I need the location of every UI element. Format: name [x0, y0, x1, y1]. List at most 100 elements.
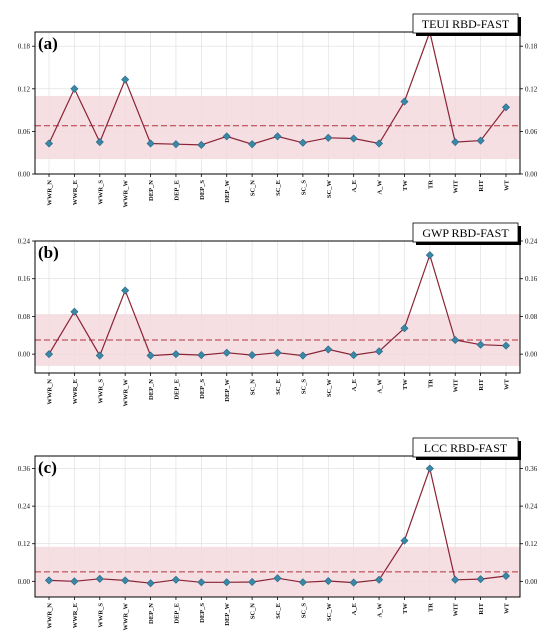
x-tick-label: DEP_W	[224, 180, 231, 203]
y-tick-label-left: 0.12	[18, 540, 31, 548]
data-point	[349, 134, 358, 143]
title-box	[412, 13, 519, 34]
x-tick-label: SC_E	[275, 379, 282, 395]
data-point	[121, 576, 130, 585]
y-tick-label-left: 0.06	[18, 128, 31, 136]
data-point	[248, 140, 257, 149]
y-tick-label-right: 0.00	[525, 171, 538, 179]
x-tick-label: SC_S	[300, 180, 307, 196]
y-tick-label-left: 0.24	[18, 238, 31, 246]
x-tick-label: DEP_E	[173, 180, 180, 201]
data-point	[70, 84, 79, 93]
chart-title: TEUI RBD-FAST	[422, 17, 510, 31]
y-tick-label-right: 0.08	[525, 313, 538, 321]
confidence-band	[35, 314, 520, 366]
chart-title: GWP RBD-FAST	[422, 226, 509, 240]
x-tick-label: WWR_N	[47, 603, 54, 629]
chart-title: LCC RBD-FAST	[424, 441, 508, 455]
data-point	[248, 351, 257, 360]
chart-panel-1: 0.00 0.00 0.06 0.06 0.12 0.12 0.18 0.18 WWR_N WWR…	[18, 13, 538, 207]
data-point	[375, 347, 384, 356]
x-tick-label: RIT	[478, 378, 485, 390]
panel-label: (b)	[38, 243, 59, 262]
y-tick-label-left: 0.18	[18, 43, 31, 51]
data-point	[375, 139, 384, 148]
data-point	[298, 351, 307, 360]
data-point	[171, 575, 180, 584]
data-point	[476, 340, 485, 349]
x-tick-label: SC_S	[300, 603, 307, 619]
y-tick-label-left: 0.36	[18, 465, 31, 473]
x-tick-label: RIT	[478, 179, 485, 191]
x-tick-label: WWR_N	[47, 180, 54, 206]
data-point	[349, 578, 358, 587]
data-point	[324, 576, 333, 586]
x-tick-label: SC_W	[326, 379, 333, 398]
data-point	[171, 350, 180, 359]
data-point	[44, 350, 54, 359]
data-point	[298, 138, 307, 147]
x-tick-label: TW	[402, 180, 409, 191]
data-point	[197, 140, 206, 149]
x-tick-label: A_W	[377, 180, 384, 195]
y-tick-label-right: 0.00	[525, 578, 538, 586]
data-point	[146, 351, 155, 360]
x-tick-label: SC_E	[275, 180, 282, 196]
x-tick-label: TW	[402, 603, 409, 614]
data-point	[273, 348, 282, 357]
data-point	[222, 348, 231, 357]
data-point	[95, 574, 104, 583]
y-tick-label-left: 0.00	[18, 351, 31, 359]
x-tick-label: WT	[504, 378, 511, 390]
x-tick-label: DEP_N	[148, 603, 155, 624]
x-tick-label: WWR_S	[97, 603, 104, 628]
data-point	[400, 536, 409, 545]
x-tick-label: DEP_S	[199, 379, 206, 399]
data-point	[273, 574, 282, 583]
x-tick-label: SC_N	[250, 379, 257, 396]
x-tick-label: DEP_E	[173, 603, 180, 624]
data-point	[44, 139, 54, 148]
chart-panel-2: 0.00 0.00 0.08 0.08 0.16 0.16 0.24 0.24 WWR_N WWR…	[18, 222, 538, 407]
data-point	[400, 97, 409, 106]
y-tick-label-right: 0.16	[525, 275, 538, 283]
x-tick-label: SC_N	[250, 603, 257, 620]
x-tick-label: DEP_S	[199, 180, 206, 200]
x-tick-label: DEP_N	[148, 180, 155, 201]
data-point	[146, 579, 155, 588]
data-point	[222, 132, 231, 141]
y-tick-label-right: 0.24	[525, 238, 538, 246]
title-box	[412, 437, 519, 458]
panel-label: (a)	[38, 34, 58, 53]
x-tick-label: TR	[427, 379, 434, 388]
x-tick-label: TW	[402, 379, 409, 390]
y-tick-label-right: 0.24	[525, 503, 538, 511]
data-point	[44, 576, 54, 585]
x-tick-label: WWR_W	[123, 379, 130, 407]
y-tick-label-left: 0.24	[18, 503, 31, 511]
data-point	[121, 286, 130, 295]
confidence-band	[35, 95, 520, 160]
data-point	[425, 251, 434, 260]
x-tick-label: SC_N	[250, 180, 257, 197]
y-tick-label-right: 0.18	[525, 43, 538, 51]
data-point	[70, 577, 79, 586]
data-point	[451, 138, 460, 147]
data-point	[70, 307, 79, 316]
data-point	[349, 351, 358, 360]
data-point	[146, 139, 155, 148]
panel-label: (c)	[38, 458, 57, 477]
data-point	[273, 132, 282, 141]
y-tick-label-right: 0.12	[525, 85, 538, 93]
data-point	[501, 571, 511, 581]
data-point	[476, 136, 485, 145]
data-point	[451, 575, 460, 584]
y-tick-label-right: 0.06	[525, 128, 538, 136]
x-tick-label: DEP_E	[173, 379, 180, 400]
x-tick-label: A_E	[351, 379, 358, 391]
x-tick-label: A_E	[351, 180, 358, 192]
y-tick-label-left: 0.16	[18, 275, 31, 283]
x-tick-label: WIT	[453, 179, 460, 193]
x-tick-label: WT	[504, 179, 511, 191]
